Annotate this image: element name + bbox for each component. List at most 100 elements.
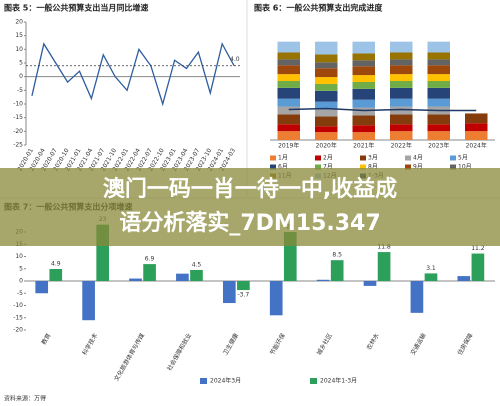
bar — [143, 264, 156, 281]
legend-swatch — [270, 155, 276, 161]
bar-segment — [277, 114, 300, 125]
bar-segment — [427, 52, 450, 60]
bar-segment — [352, 99, 375, 108]
bar-segment — [465, 113, 488, 124]
y-tick-label: 0 — [19, 73, 23, 80]
bar-segment — [465, 123, 488, 132]
bar-segment — [465, 131, 488, 140]
bar-segment — [390, 114, 413, 125]
bar-segment — [427, 98, 450, 107]
legend-swatch — [360, 155, 366, 161]
legend-label: 4月 — [413, 155, 423, 162]
bar-segment — [427, 131, 450, 140]
bar-segment — [315, 68, 338, 78]
bar-segment — [315, 109, 338, 117]
bar-segment — [390, 124, 413, 132]
data-label: 11.2 — [471, 245, 485, 252]
legend-swatch — [450, 164, 456, 170]
bar-segment — [315, 116, 338, 127]
y-tick-label: -20 — [13, 128, 23, 135]
bar — [457, 276, 471, 281]
data-label: 8.5 — [332, 252, 342, 259]
y-tick-label: -15 — [13, 314, 23, 321]
legend-label: 10月 — [458, 164, 472, 171]
x-tick-label: 2019年 — [278, 142, 299, 150]
legend-label: 7月 — [323, 164, 333, 171]
legend-swatch — [315, 164, 321, 170]
legend-label: 3月 — [368, 155, 378, 162]
bar-segment — [315, 41, 338, 55]
line — [31, 42, 235, 107]
bar-segment — [427, 65, 450, 75]
bar-segment — [277, 81, 300, 88]
bar-segment — [315, 83, 338, 91]
legend-label: 2024年1-3月 — [320, 377, 357, 385]
bar-segment — [277, 124, 300, 132]
legend-swatch — [270, 164, 276, 170]
bar — [82, 281, 95, 321]
y-tick-label: -15 — [13, 114, 23, 121]
bar-segment — [352, 88, 375, 100]
y-tick-label: -5 — [17, 87, 23, 94]
bar-segment — [315, 54, 338, 63]
legend-swatch — [360, 164, 366, 170]
data-label: 11.8 — [377, 244, 391, 251]
legend-label: 8月 — [368, 164, 378, 171]
legend-label: 6月 — [278, 164, 288, 171]
bar-segment — [352, 132, 375, 140]
bar-segment — [390, 87, 413, 99]
bar-segment — [277, 52, 300, 60]
bar-segment — [315, 90, 338, 102]
bar-segment — [352, 107, 375, 116]
x-tick-label: 2021年 — [353, 142, 374, 150]
legend-swatch — [450, 155, 456, 161]
overlay-text: 澳门一码一肖一待一中,收益成 — [103, 176, 397, 202]
bar-segment — [315, 77, 338, 84]
bar — [176, 273, 189, 281]
bar-segment — [277, 87, 300, 99]
bar-segment — [352, 53, 375, 61]
bar-segment — [390, 98, 413, 107]
bar-segment — [277, 106, 300, 115]
bar-segment — [277, 65, 300, 75]
bar — [129, 278, 142, 281]
bar — [330, 260, 344, 281]
y-tick-label: -10 — [13, 101, 23, 108]
bar — [471, 253, 485, 281]
bar — [424, 273, 438, 281]
legend-swatch — [315, 155, 321, 161]
overlay-text: 语分析落实_7DM15.347 — [119, 210, 380, 236]
bar-segment — [390, 74, 413, 81]
bar-segment — [352, 66, 375, 76]
bar — [316, 279, 330, 281]
legend-swatch — [405, 164, 411, 170]
bar-segment — [427, 87, 450, 99]
bar-segment — [277, 59, 300, 66]
y-tick-label: -20 — [13, 327, 23, 334]
bar-segment — [390, 81, 413, 88]
bar-segment — [427, 114, 450, 125]
data-label: -3.7 — [238, 292, 250, 299]
y-tick-label: 0 — [19, 278, 23, 285]
bar-segment — [352, 81, 375, 89]
bar — [35, 281, 49, 294]
bar-segment — [315, 101, 338, 110]
bar-segment — [352, 75, 375, 82]
bar-segment — [427, 124, 450, 132]
annotation: 4.0 — [230, 56, 240, 63]
bar-segment — [277, 98, 300, 107]
y-tick-label: -10 — [13, 302, 23, 309]
bar-segment — [390, 106, 413, 115]
bar-segment — [390, 41, 413, 53]
y-tick-label: 20 — [15, 19, 23, 26]
legend-label: 2月 — [323, 155, 333, 162]
legend-label: 5月 — [458, 155, 468, 162]
bar-segment — [427, 41, 450, 53]
bar-segment — [277, 74, 300, 81]
y-tick-label: 10 — [15, 253, 23, 260]
source: 资料来源：万得 — [4, 395, 46, 403]
y-tick-label: 15 — [15, 32, 23, 39]
overlay-band — [0, 168, 500, 246]
bar — [190, 269, 203, 281]
